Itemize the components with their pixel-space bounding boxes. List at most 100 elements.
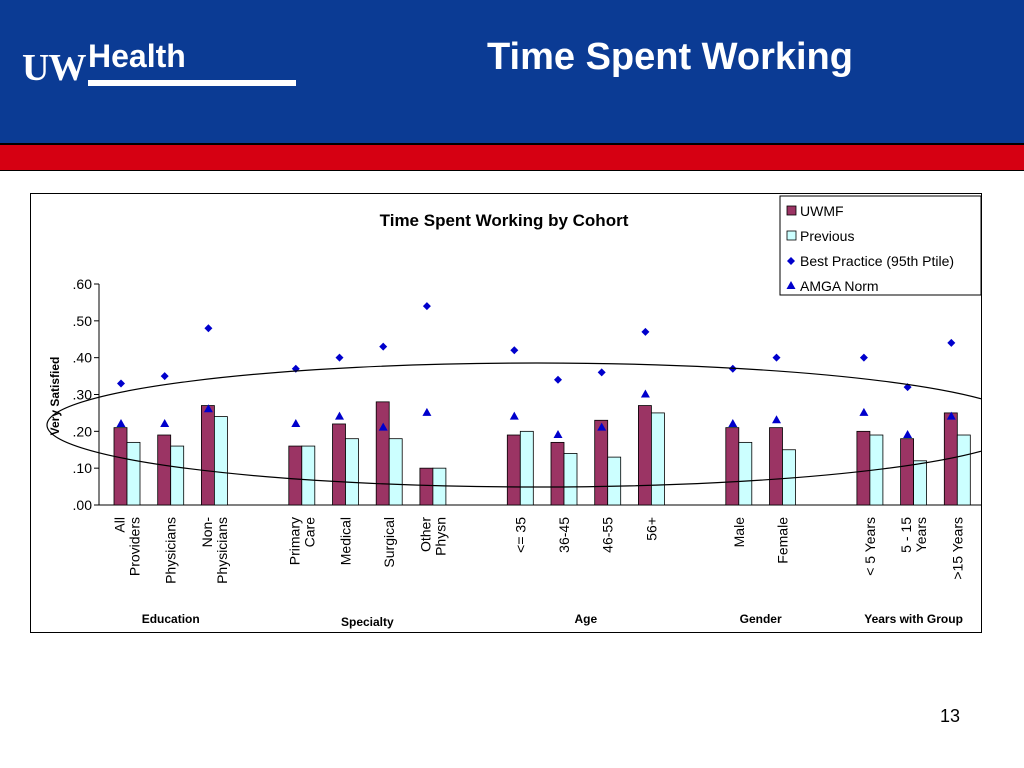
legend-swatch	[786, 230, 797, 241]
marker-amga-norm	[378, 422, 388, 431]
marker-best-practice	[291, 364, 300, 373]
legend-label: Best Practice (95th Ptile)	[800, 253, 954, 269]
chart-frame: Time Spent Working by Cohort .00 .10 .20 .30…	[30, 193, 982, 633]
highlight-ellipse	[46, 362, 981, 488]
cohort-chart: Time Spent Working by Cohort .00 .10 .20 .30…	[46, 195, 981, 629]
category-label: Male	[731, 517, 747, 548]
bar-previous	[126, 441, 141, 506]
category-label: Care	[301, 517, 317, 548]
category-label: Other	[417, 517, 433, 552]
category-label: All	[112, 517, 128, 533]
legend-label: AMGA Norm	[800, 278, 879, 294]
marker-best-practice	[204, 324, 213, 333]
bar-uwmf	[594, 419, 609, 506]
bar-previous	[563, 453, 578, 506]
y-tick-label: .60	[73, 276, 93, 292]
category-label: Providers	[127, 517, 143, 576]
group-label: Gender	[740, 612, 782, 626]
group-label: Age	[575, 612, 598, 626]
bar-uwmf	[113, 427, 128, 506]
y-tick-label: .50	[73, 313, 93, 329]
marker-best-practice	[947, 338, 956, 347]
marker-best-practice	[160, 372, 169, 381]
marker-amga-norm	[597, 422, 607, 431]
marker-amga-norm	[291, 418, 301, 427]
marker-best-practice	[772, 353, 781, 362]
marker-amga-norm	[553, 430, 563, 439]
bar-previous	[956, 434, 971, 506]
marker-amga-norm	[903, 430, 913, 439]
category-label: Physicians	[163, 517, 179, 584]
category-label: Non-	[199, 517, 215, 548]
bar-uwmf	[288, 445, 303, 506]
legend-label: Previous	[800, 228, 854, 244]
bar-previous	[170, 445, 185, 506]
y-tick-label: .40	[73, 350, 93, 366]
marker-amga-norm	[728, 418, 738, 427]
legend-box	[779, 195, 981, 296]
category-label: <= 35	[512, 517, 528, 553]
bar-uwmf	[550, 441, 565, 506]
category-label: < 5 Years	[862, 517, 878, 576]
marker-amga-norm	[509, 411, 519, 420]
chart-title: Time Spent Working by Cohort	[380, 211, 629, 230]
red-accent-band	[0, 143, 1024, 171]
group-label: Specialty	[341, 615, 394, 629]
uw-health-logo: UW Health	[22, 38, 302, 89]
bar-uwmf	[856, 430, 871, 506]
bar-uwmf	[157, 434, 172, 506]
bar-uwmf	[769, 427, 783, 506]
bar-uwmf	[375, 401, 390, 506]
marker-best-practice	[510, 346, 519, 355]
legend-triangle-icon	[786, 281, 796, 289]
marker-amga-norm	[203, 404, 213, 413]
marker-best-practice	[335, 353, 344, 362]
marker-best-practice	[554, 375, 562, 384]
category-label: >15 Years	[949, 517, 965, 580]
marker-best-practice	[859, 353, 868, 362]
header-banner: UW Health Time Spent Working	[0, 0, 1024, 143]
marker-amga-norm	[640, 389, 650, 398]
slide-title: Time Spent Working	[487, 36, 853, 78]
bar-uwmf	[725, 427, 740, 506]
category-label: 56+	[643, 517, 659, 541]
bar-previous	[345, 438, 359, 506]
marker-amga-norm	[160, 418, 170, 427]
y-tick-label: .20	[73, 423, 93, 439]
bar-previous	[607, 456, 622, 506]
bar-previous	[519, 430, 534, 506]
marker-best-practice	[728, 364, 737, 373]
legend-swatch	[786, 205, 797, 216]
bar-previous	[432, 467, 447, 506]
bar-uwmf	[900, 438, 914, 506]
marker-amga-norm	[859, 407, 869, 416]
category-label: 36-45	[556, 517, 572, 553]
category-label: Primary	[286, 517, 302, 565]
legend-diamond-icon	[787, 257, 795, 265]
group-label: Education	[142, 612, 200, 626]
category-label: Physicians	[214, 517, 230, 584]
bar-previous	[651, 412, 665, 506]
marker-amga-norm	[946, 411, 956, 420]
marker-best-practice	[422, 302, 431, 311]
bar-previous	[738, 441, 753, 506]
bar-uwmf	[419, 467, 434, 506]
bar-previous	[301, 445, 316, 506]
bar-previous	[388, 438, 403, 506]
marker-amga-norm	[422, 407, 432, 416]
y-tick-label: .30	[73, 387, 93, 403]
legend-label: UWMF	[800, 203, 844, 219]
category-label: 5 - 15	[898, 517, 914, 553]
marker-best-practice	[117, 379, 125, 388]
marker-amga-norm	[116, 418, 126, 427]
bar-previous	[782, 449, 796, 506]
group-label: Years with Group	[864, 612, 963, 626]
category-label: Medical	[338, 517, 354, 565]
y-tick-label: .00	[73, 497, 93, 513]
bar-previous	[913, 460, 927, 506]
category-label: Years	[913, 517, 929, 552]
logo-underline	[88, 80, 296, 86]
marker-amga-norm	[772, 415, 781, 424]
category-label: Surgical	[381, 517, 397, 568]
logo-health-text: Health	[88, 38, 186, 74]
